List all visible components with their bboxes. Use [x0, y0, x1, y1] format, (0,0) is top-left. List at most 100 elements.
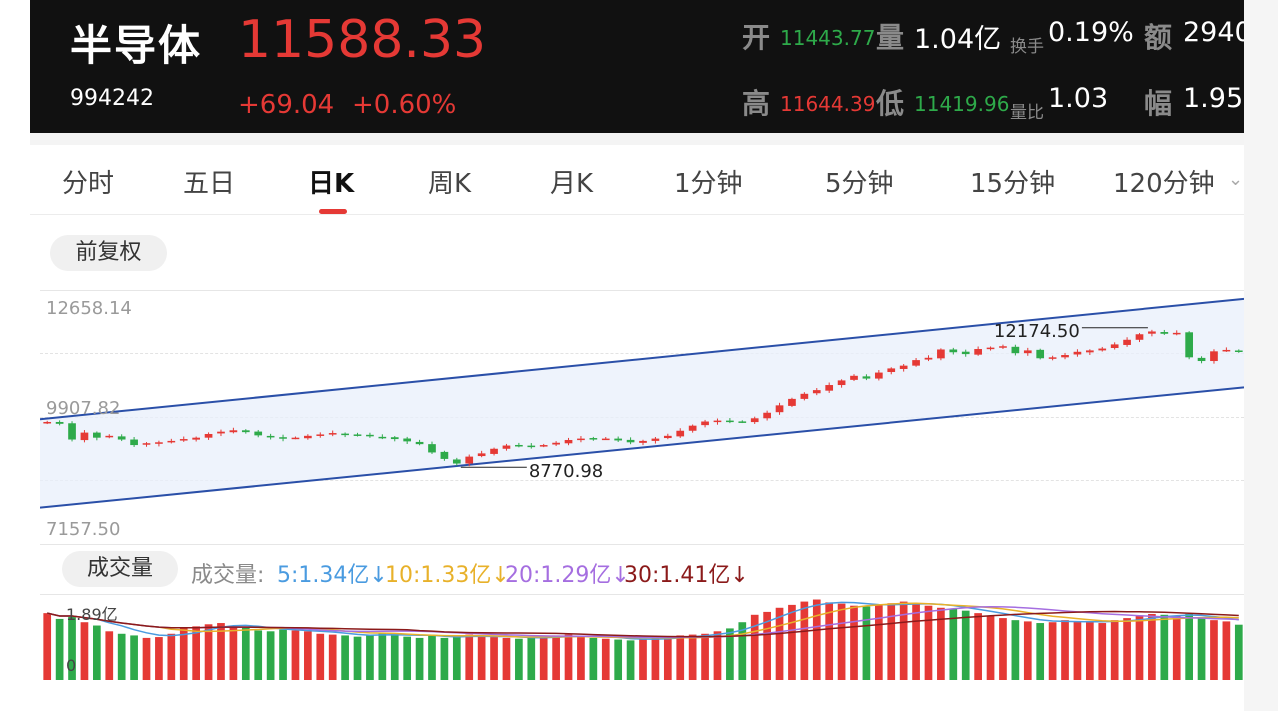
tab-120min[interactable]: 120分钟	[1113, 169, 1215, 199]
indicator-volume-button[interactable]: 成交量	[62, 551, 178, 587]
candle-body	[68, 423, 76, 440]
volume-bar	[43, 613, 52, 680]
tab-monthly-k[interactable]: 月K	[550, 169, 594, 199]
amount-value: 2940	[1183, 17, 1244, 48]
low-value: 11419.96	[914, 92, 1010, 116]
tab-1min[interactable]: 1分钟	[674, 169, 743, 199]
adjust-mode-button[interactable]: 前复权	[50, 235, 167, 271]
volume-bar	[1148, 613, 1156, 680]
volume-bar	[105, 631, 114, 680]
volume-axis-zero: 0	[66, 656, 77, 675]
volume-bar	[155, 637, 163, 680]
candle-body	[961, 351, 970, 355]
kline-axis-bottom: 7157.50	[46, 519, 121, 540]
volume-bar	[254, 630, 263, 680]
volume-label: 量	[876, 21, 905, 54]
volume-bar	[899, 601, 908, 680]
candle-body	[1061, 355, 1069, 358]
volume-bar	[1098, 623, 1107, 680]
volume-bar	[477, 636, 486, 680]
volume-bar	[1036, 623, 1045, 680]
candle-body	[1073, 351, 1082, 355]
candle-body	[43, 421, 52, 424]
index-code: 994242	[70, 86, 154, 111]
candle-body	[428, 444, 436, 453]
candle-body	[837, 380, 846, 386]
turnover-value: 0.19%	[1048, 17, 1134, 48]
volume-bar	[738, 622, 747, 680]
candle-body	[117, 436, 126, 440]
volume-bar	[142, 637, 151, 680]
volume-bar	[1123, 618, 1131, 680]
volume-bar	[452, 636, 461, 680]
volume-bar	[341, 635, 349, 680]
kline-grid-1	[40, 353, 1244, 354]
volume-bar-chart[interactable]	[40, 596, 1244, 680]
candle-body	[589, 438, 598, 440]
open-value: 11443.77	[780, 26, 876, 50]
volume-bar	[601, 638, 610, 680]
candle-body	[850, 375, 858, 380]
tab-5min[interactable]: 5分钟	[825, 169, 894, 199]
candle-body	[775, 405, 784, 413]
volume-bar	[328, 634, 337, 680]
low-annotation: 8770.98	[529, 461, 603, 482]
volume-bar	[80, 622, 89, 680]
high-value: 11644.39	[780, 92, 876, 116]
candle-body	[415, 441, 424, 445]
volume-bar	[1160, 614, 1169, 680]
volume-bar	[217, 623, 225, 680]
candle-body	[1172, 332, 1181, 335]
volume-bar	[68, 616, 76, 680]
volume-bar	[614, 639, 623, 680]
volume-bar	[552, 635, 560, 680]
volume-bar	[974, 613, 982, 680]
volume-bar	[502, 637, 511, 680]
volume-bar	[403, 636, 412, 680]
last-price: 11588.33	[238, 10, 487, 70]
candlestick-chart[interactable]: 12174.50 8770.98	[40, 290, 1244, 544]
tab-five-day[interactable]: 五日	[183, 169, 236, 199]
tab-weekly-k[interactable]: 周K	[428, 169, 472, 199]
volume-bar	[775, 607, 784, 680]
volume-bar	[837, 603, 846, 680]
candle-body	[874, 372, 883, 379]
volume-bar	[999, 618, 1007, 680]
volume-bar	[428, 635, 436, 680]
candle-body	[788, 398, 796, 406]
volume-bar	[825, 602, 834, 680]
candle-body	[341, 433, 349, 436]
candle-body	[304, 435, 312, 439]
tab-15min[interactable]: 15分钟	[970, 169, 1056, 199]
candle-body	[1185, 332, 1193, 358]
trend-channel-lower	[40, 386, 1244, 509]
kline-grid-top	[40, 290, 1244, 291]
right-panel-edge	[1244, 0, 1278, 711]
volume-bar	[800, 601, 809, 680]
volume-bar	[415, 637, 424, 680]
chevron-down-icon[interactable]: ⌄	[1228, 169, 1244, 190]
candle-body	[701, 421, 709, 426]
volume-bar	[713, 631, 722, 680]
volume-bar	[490, 637, 498, 680]
volume-bar	[1023, 621, 1032, 680]
candle-body	[800, 393, 809, 399]
candle-body	[167, 440, 176, 443]
candle-body	[552, 442, 560, 445]
candle-body	[825, 385, 834, 391]
tab-daily-k[interactable]: 日K	[308, 169, 355, 199]
candle-body	[204, 433, 213, 438]
candle-body	[639, 440, 647, 443]
candle-body	[663, 435, 672, 439]
candle-body	[1048, 357, 1057, 359]
tab-intraday[interactable]: 分时	[62, 169, 115, 199]
candle-body	[812, 390, 821, 394]
volume-bar	[949, 609, 958, 680]
turnover-label: 换手	[1010, 37, 1044, 57]
candle-body	[1160, 332, 1169, 334]
volume-grid-top	[40, 594, 1244, 595]
candle-body	[266, 435, 275, 438]
kline-axis-top: 12658.14	[46, 298, 132, 319]
candle-body	[999, 346, 1007, 348]
volume-bar	[390, 633, 399, 680]
